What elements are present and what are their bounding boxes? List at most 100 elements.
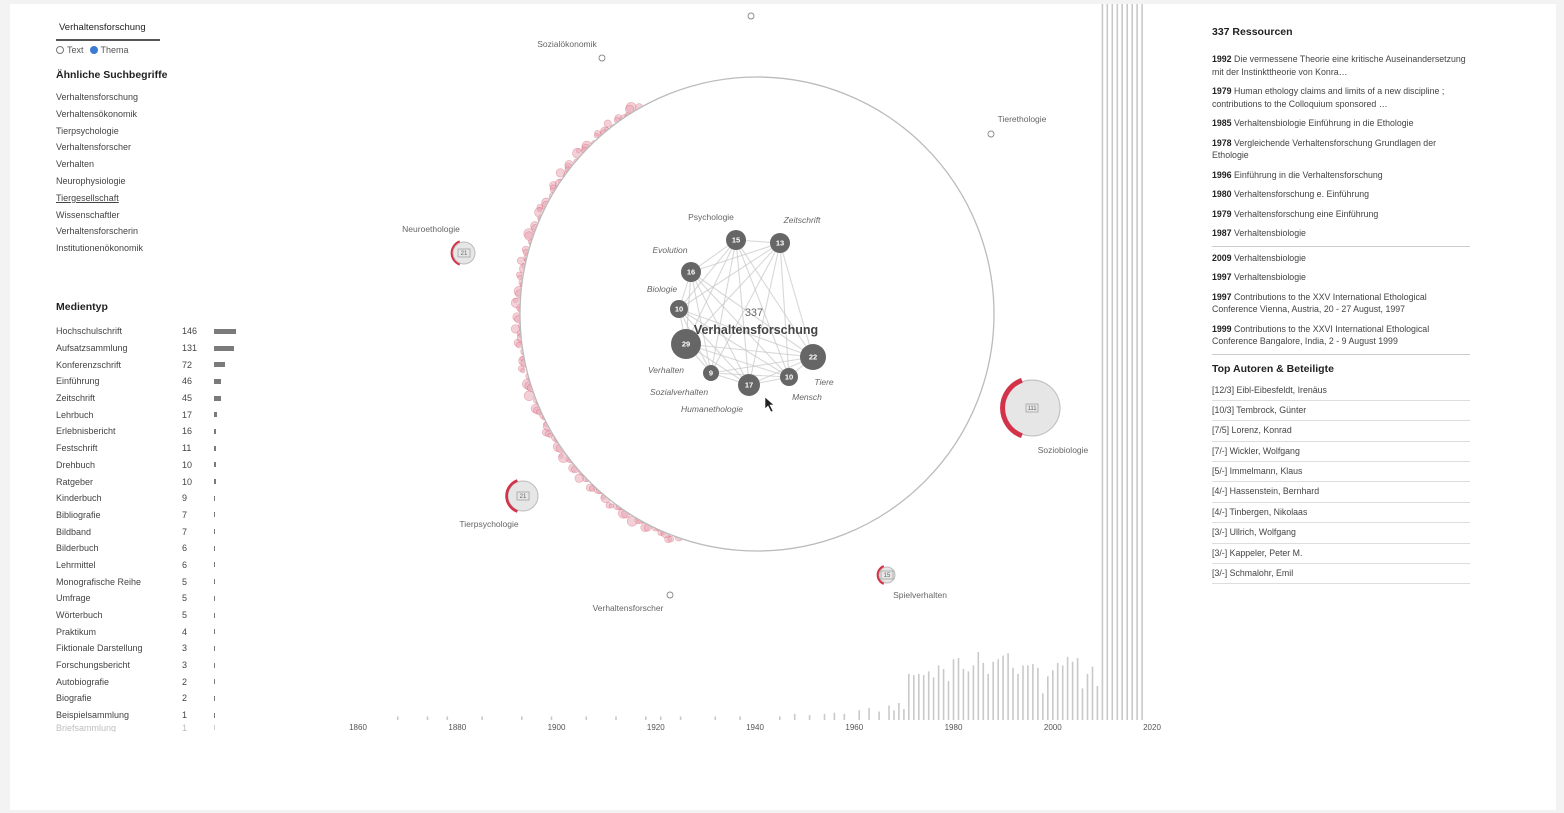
graph-node-label[interactable]: Evolution [653,245,688,255]
similar-term-item[interactable]: Tierpsychologie [56,125,119,136]
media-type-row[interactable]: Ratgeber 10 [56,473,256,490]
resource-item[interactable]: 1987 Verhaltensbiologie [1212,222,1470,247]
graph-node-label[interactable]: Mensch [792,392,822,402]
media-type-row[interactable]: Einführung 46 [56,373,256,390]
author-item[interactable]: [4/-] Tinbergen, Nikolaas [1212,503,1470,524]
media-type-row[interactable]: Hochschulschrift 146 [56,323,256,340]
radio-text[interactable] [56,46,64,54]
graph-node[interactable] [780,368,798,386]
graph-node[interactable] [670,300,688,318]
media-type-row[interactable]: Briefsammlung 1 [56,724,256,732]
similar-term-item[interactable]: Verhaltensforschung [56,92,139,102]
media-type-count: 3 [182,643,188,654]
author-item[interactable]: [3/-] Schmalohr, Emil [1212,564,1470,585]
similar-term-item[interactable]: Institutionenökonomik [56,243,144,254]
satellite-label[interactable]: Sozialökonomik [537,39,597,49]
author-item[interactable]: [7/-] Wickler, Wolfgang [1212,442,1470,463]
graph-node-count: 22 [809,353,817,362]
resource-title: Einführung in die Verhaltensforschung [1234,169,1383,180]
media-type-row[interactable]: Aufsatzsammlung 131 [56,340,256,357]
author-item[interactable]: [3/-] Ullrich, Wolfgang [1212,523,1470,544]
media-type-bar [214,612,215,618]
satellite-node[interactable] [507,480,539,512]
resource-item[interactable]: 1979 Human ethology claims and limits of… [1212,80,1470,112]
media-type-row[interactable]: Lehrmittel 6 [56,557,256,574]
graph-node-label[interactable]: Tiere [814,377,834,387]
graph-node-label[interactable]: Zeitschrift [783,215,821,225]
media-type-row[interactable]: Bildband 7 [56,523,256,540]
author-item[interactable]: [4/-] Hassenstein, Bernhard [1212,482,1470,503]
similar-term-item[interactable]: Tiergesellschaft [56,192,119,203]
similar-term-item[interactable]: Neurophysiologie [56,175,126,186]
media-type-row[interactable]: Lehrbuch 17 [56,406,256,423]
author-item[interactable]: [7/5] Lorenz, Konrad [1212,421,1470,442]
media-type-row[interactable]: Konferenzschrift 72 [56,356,256,373]
graph-node-label[interactable]: Sozialverhalten [650,387,708,397]
satellite-label[interactable]: Tierpsychologie [459,519,518,529]
media-type-row[interactable]: Fiktionale Darstellung 3 [56,640,256,657]
satellite-label[interactable]: Tierethologie [998,114,1047,124]
media-type-row[interactable]: Bilderbuch 6 [56,540,256,557]
resource-item[interactable]: 1980 Verhaltensforschung e. Einführung [1212,183,1470,203]
satellite-label[interactable]: Neuroethologie [402,224,460,234]
author-item[interactable]: [12/3] Eibl-Eibesfeldt, Irenäus [1212,381,1470,401]
media-type-row[interactable]: Wörterbuch 5 [56,607,256,624]
resource-item[interactable]: 1985 Verhaltensbiologie Einführung in di… [1212,112,1470,132]
similar-term-item[interactable]: Wissenschaftler [56,209,120,220]
resource-item[interactable]: 1992 Die vermessene Theorie eine kritisc… [1212,48,1470,80]
resource-item[interactable]: 1999 Contributions to the XXVI Internati… [1212,318,1470,355]
graph-node-label[interactable]: Verhalten [648,365,684,375]
media-type-row[interactable]: Praktikum 4 [56,623,256,640]
resource-item[interactable]: 2009 Verhaltensbiologie [1212,247,1470,267]
radio-theme[interactable] [89,46,98,54]
media-type-row[interactable]: Autobiografie 2 [56,673,256,690]
media-type-row[interactable]: Drehbuch 10 [56,457,256,474]
author-item[interactable]: [10/3] Tembrock, Günter [1212,401,1470,422]
satellite-node[interactable] [666,591,674,599]
graph-edge [685,239,737,345]
media-type-row[interactable]: Monografische Reihe 5 [56,573,256,590]
media-type-row[interactable]: Zeitschrift 45 [56,390,256,407]
satellite-label[interactable]: Soziobiologie [1038,445,1089,455]
media-type-row[interactable]: Kinderbuch 9 [56,490,256,507]
graph-node[interactable] [770,233,790,253]
author-item[interactable]: [5/-] Immelmann, Klaus [1212,462,1470,483]
similar-term-item[interactable]: Verhalten [56,159,95,170]
graph-node-label[interactable]: Psychologie [688,212,734,222]
ring-mark [626,515,638,527]
graph-node-label[interactable]: Biologie [647,284,678,294]
search-input[interactable]: Verhaltensforschung [56,18,160,41]
graph-node-label[interactable]: Humanethologie [681,404,743,414]
similar-term-item[interactable]: Verhaltensökonomik [56,108,138,119]
media-type-row[interactable]: Erlebnisbericht 16 [56,423,256,440]
satellite-node[interactable] [987,130,995,138]
graph-node[interactable] [726,230,746,250]
resource-item[interactable]: 1978 Vergleichende Verhaltensforschung G… [1212,132,1470,164]
media-type-row[interactable]: Biografie 2 [56,690,256,707]
media-type-row[interactable]: Bibliografie 7 [56,507,256,524]
right-panel: 337 Ressourcen 1992 Die vermessene Theor… [1212,26,1470,585]
satellite-node[interactable] [452,241,476,265]
resource-item[interactable]: 1997 Verhaltensbiologie [1212,266,1470,286]
author-item[interactable]: [3/-] Kappeler, Peter M. [1212,544,1470,565]
satellite-node[interactable] [598,54,606,62]
graph-node[interactable] [681,262,701,282]
resource-item[interactable]: 1997 Contributions to the XXV Internatio… [1212,286,1470,318]
satellite-label[interactable]: Verhaltensforscher [593,603,664,613]
center-topic-label[interactable]: Verhaltensforschung [694,323,818,337]
satellite-node[interactable] [747,12,755,20]
similar-term-item[interactable]: Verhaltensforscher [56,142,132,153]
media-type-row[interactable]: Umfrage 5 [56,590,256,607]
media-type-row[interactable]: Forschungsbericht 3 [56,657,256,674]
graph-node[interactable] [800,344,826,370]
resource-item[interactable]: 1996 Einführung in die Verhaltensforschu… [1212,164,1470,184]
media-type-row[interactable]: Beispielsammlung 1 [56,707,256,724]
graph-node[interactable] [738,374,760,396]
resource-item[interactable]: 1979 Verhaltensforschung eine Einführung [1212,203,1470,223]
timeline-tick-label: 1880 [448,723,466,732]
similar-term-item[interactable]: Verhaltensforscherin [56,226,139,237]
media-type-row[interactable]: Festschrift 11 [56,440,256,457]
graph-node[interactable] [703,365,719,381]
graph-node[interactable] [671,329,701,359]
satellite-label[interactable]: Spielverhalten [893,590,947,600]
